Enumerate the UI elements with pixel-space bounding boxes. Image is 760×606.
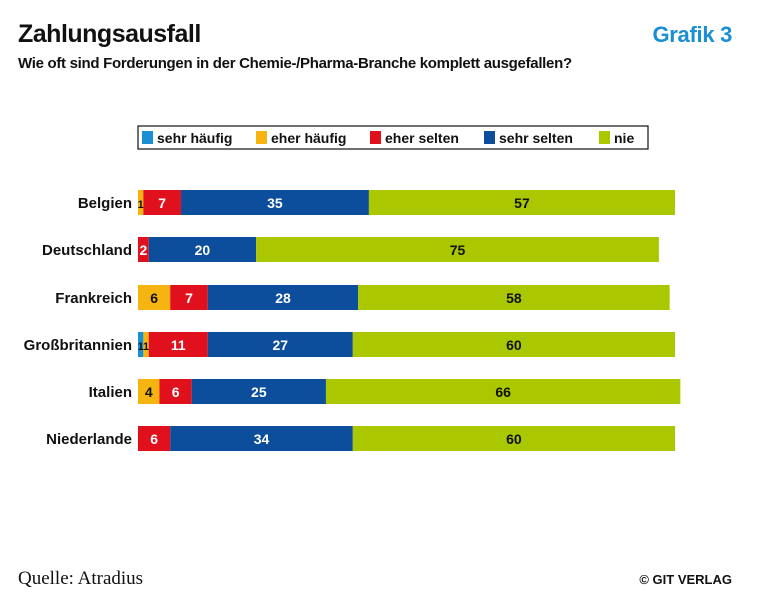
data-label: 58 xyxy=(506,290,522,306)
bar-segment xyxy=(207,332,353,357)
bar-segment xyxy=(170,426,353,451)
data-label: 28 xyxy=(275,290,291,306)
data-label: 1 xyxy=(138,199,144,211)
data-label: 60 xyxy=(506,337,522,353)
bar-segment xyxy=(148,237,257,262)
data-label: 6 xyxy=(150,431,158,447)
category-label-2: Deutschland xyxy=(42,242,132,259)
bar-segment xyxy=(138,190,144,215)
bar-segment xyxy=(143,190,181,215)
legend-label-3: eher selten xyxy=(385,130,459,146)
bar-segment xyxy=(138,285,171,310)
bar-segment xyxy=(358,285,670,310)
legend-swatch-2 xyxy=(256,131,267,144)
data-label: 7 xyxy=(185,290,193,306)
bar-segment xyxy=(138,332,144,357)
bar-segment xyxy=(138,426,171,451)
copyright-note: © GIT VERLAG xyxy=(639,572,732,587)
bar-segment xyxy=(352,426,675,451)
legend-label-2: eher häufig xyxy=(271,130,346,146)
data-label: 1 xyxy=(138,341,144,353)
bar-segment xyxy=(191,379,326,404)
category-label-3: Frankreich xyxy=(55,290,132,307)
chart-title: Zahlungsausfall xyxy=(18,20,201,48)
data-label: 27 xyxy=(273,337,289,353)
data-label: 1 xyxy=(143,341,149,353)
data-label: 6 xyxy=(150,290,158,306)
bar-segment xyxy=(159,379,192,404)
category-label-6: Niederlande xyxy=(46,431,132,448)
data-label: 11 xyxy=(171,337,186,353)
bar-segment xyxy=(148,332,208,357)
bar-segment xyxy=(143,332,149,357)
data-label: 20 xyxy=(195,242,211,258)
legend-swatch-4 xyxy=(484,131,495,144)
category-label-1: Belgien xyxy=(78,195,132,212)
legend-label-5: nie xyxy=(614,130,634,146)
bar-segment xyxy=(256,237,659,262)
category-label-5: Italien xyxy=(89,384,132,401)
bar-segment xyxy=(180,190,369,215)
bar-segment xyxy=(170,285,208,310)
legend-swatch-5 xyxy=(599,131,610,144)
data-label: 4 xyxy=(145,384,153,400)
bar-segment xyxy=(138,379,160,404)
figure-number-badge: Grafik 3 xyxy=(652,22,732,47)
data-label: 60 xyxy=(506,431,522,447)
legend-label-1: sehr häufig xyxy=(157,130,232,146)
data-label: 25 xyxy=(251,384,267,400)
bar-segment xyxy=(352,332,675,357)
bar-segment xyxy=(207,285,359,310)
data-label: 57 xyxy=(514,195,530,211)
bar-segment xyxy=(138,237,149,262)
chart-subtitle: Wie oft sind Forderungen in der Chemie-/… xyxy=(18,55,572,72)
data-label: 6 xyxy=(172,384,180,400)
bar-segment xyxy=(368,190,675,215)
category-label-4: Großbritannien xyxy=(24,337,132,354)
data-label: 35 xyxy=(267,195,283,211)
data-label: 66 xyxy=(495,384,511,400)
data-label: 75 xyxy=(450,242,466,258)
data-label: 34 xyxy=(254,431,270,447)
legend-label-4: sehr selten xyxy=(499,130,573,146)
legend-swatch-3 xyxy=(370,131,381,144)
source-note: Quelle: Atradius xyxy=(18,568,144,589)
data-label: 7 xyxy=(158,195,166,211)
data-label: 2 xyxy=(139,242,147,258)
legend-swatch-1 xyxy=(142,131,153,144)
bar-segment xyxy=(325,379,681,404)
